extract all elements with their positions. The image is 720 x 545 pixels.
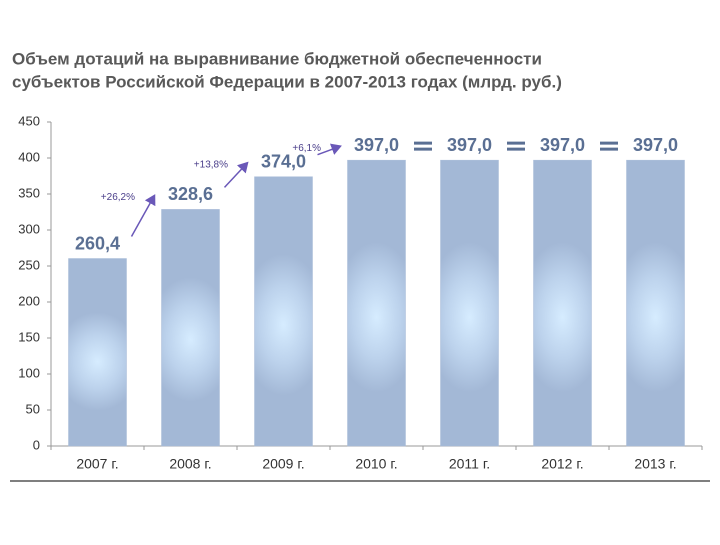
x-tick-label: 2009 г. [262, 456, 304, 472]
chart-title: Объем дотаций на выравнивание бюджетной … [12, 49, 542, 68]
y-tick-label: 200 [18, 293, 40, 308]
bar [626, 159, 685, 447]
value-label: 260,4 [75, 233, 120, 253]
y-tick-label: 0 [33, 437, 40, 452]
bar [347, 159, 406, 447]
x-tick-label: 2010 г. [355, 456, 397, 472]
x-tick-label: 2012 г. [541, 456, 583, 472]
growth-label: +26,2% [101, 192, 135, 203]
y-tick-label: 150 [18, 329, 40, 344]
bar [533, 159, 592, 447]
growth-label: +6,1% [292, 143, 321, 154]
bar [440, 159, 499, 447]
growth-label: +13,8% [194, 159, 228, 170]
value-label: 397,0 [447, 135, 492, 155]
growth-arrow [223, 161, 249, 188]
chart-title: субъектов Российской Федерации в 2007-20… [12, 72, 562, 91]
value-label: 397,0 [354, 135, 399, 155]
growth-arrow [130, 194, 156, 237]
bar [68, 258, 127, 447]
bar [254, 176, 313, 447]
x-tick-label: 2011 г. [449, 456, 490, 472]
y-tick-label: 100 [18, 365, 40, 380]
value-label: 374,0 [261, 151, 306, 171]
y-tick-label: 400 [18, 149, 40, 164]
y-tick-label: 300 [18, 221, 40, 236]
y-tick-label: 450 [18, 113, 40, 128]
x-tick-label: 2008 г. [169, 456, 211, 472]
y-tick-label: 250 [18, 257, 40, 272]
value-label: 397,0 [540, 135, 585, 155]
y-tick-label: 350 [18, 185, 40, 200]
x-tick-label: 2013 г. [634, 456, 676, 472]
x-tick-label: 2007 г. [76, 456, 118, 472]
value-label: 397,0 [633, 135, 678, 155]
y-tick-label: 50 [26, 401, 40, 416]
growth-arrow [317, 143, 342, 156]
value-label: 328,6 [168, 184, 213, 204]
bar [161, 209, 220, 447]
